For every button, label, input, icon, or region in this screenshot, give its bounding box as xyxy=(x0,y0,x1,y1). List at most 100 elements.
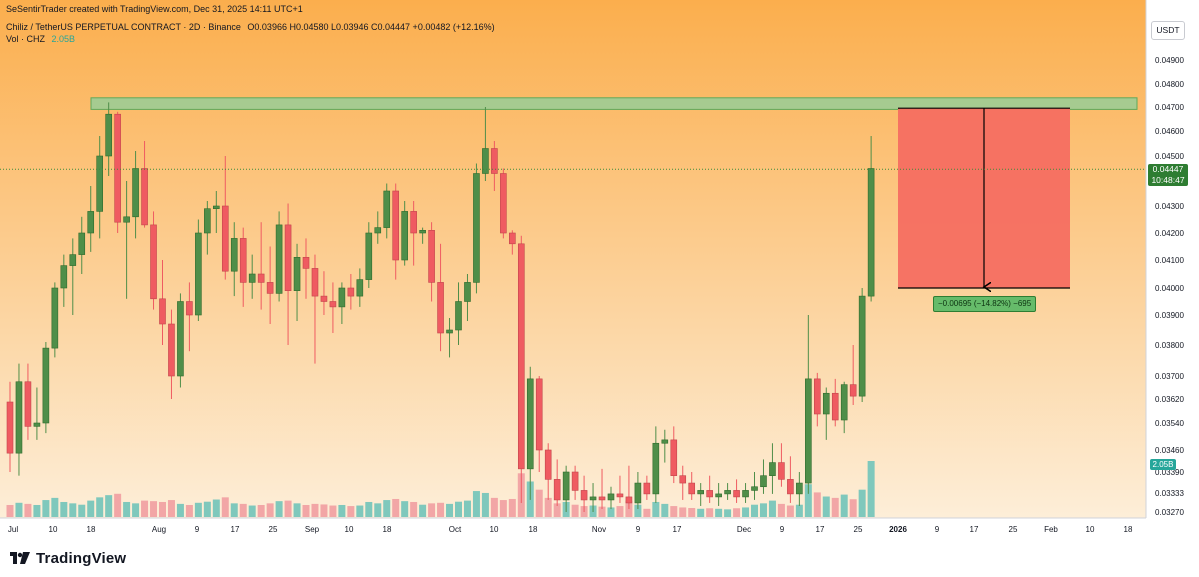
candle-body[interactable] xyxy=(652,442,660,495)
candle-body[interactable] xyxy=(455,301,462,331)
candle-body[interactable] xyxy=(311,268,319,297)
candle-body[interactable] xyxy=(257,273,265,283)
candle-body[interactable] xyxy=(168,323,175,377)
candle-body[interactable] xyxy=(392,190,400,261)
candle-body[interactable] xyxy=(526,378,534,470)
candle-body[interactable] xyxy=(544,449,552,480)
candle-body[interactable] xyxy=(831,392,839,421)
candle-body[interactable] xyxy=(302,256,310,269)
candle-body[interactable] xyxy=(410,211,417,234)
candle-body[interactable] xyxy=(509,232,516,245)
candle-body[interactable] xyxy=(813,378,821,415)
resistance-zone[interactable] xyxy=(90,97,1138,110)
candle-body[interactable] xyxy=(428,230,435,283)
candle-body[interactable] xyxy=(535,378,543,451)
candle-body[interactable] xyxy=(849,384,857,397)
candle-body[interactable] xyxy=(616,493,624,498)
candle-body[interactable] xyxy=(805,378,812,484)
candle-body[interactable] xyxy=(553,479,561,501)
candle-body[interactable] xyxy=(571,471,579,491)
candle-body[interactable] xyxy=(275,224,283,294)
candle-body[interactable] xyxy=(437,282,444,334)
candle-body[interactable] xyxy=(105,113,112,157)
candle-body[interactable] xyxy=(123,216,130,223)
candle-body[interactable] xyxy=(778,462,785,480)
candle-body[interactable] xyxy=(769,462,776,476)
candle-body[interactable] xyxy=(213,205,220,209)
candle-body[interactable] xyxy=(24,381,32,427)
candle-body[interactable] xyxy=(195,232,202,316)
candle-body[interactable] xyxy=(374,227,382,234)
candle-body[interactable] xyxy=(822,392,830,415)
candle-body[interactable] xyxy=(634,482,642,504)
candle-body[interactable] xyxy=(33,422,41,427)
candle-body[interactable] xyxy=(42,347,50,424)
candle-body[interactable] xyxy=(51,287,59,349)
candle-body[interactable] xyxy=(796,482,803,495)
candle-body[interactable] xyxy=(715,493,722,498)
candle-body[interactable] xyxy=(338,287,346,308)
candle-body[interactable] xyxy=(446,329,453,334)
candle-body[interactable] xyxy=(284,224,292,291)
chart-canvas[interactable]: 0.04900 0.04800 0.04700 0.04600 0.04500 0.043… xyxy=(0,0,1199,544)
candle-body[interactable] xyxy=(473,173,480,283)
candle-body[interactable] xyxy=(96,155,103,212)
candle-body[interactable] xyxy=(643,482,651,495)
candle-body[interactable] xyxy=(858,295,866,397)
candle-body[interactable] xyxy=(356,279,364,297)
currency-button[interactable]: USDT xyxy=(1151,21,1185,40)
candle-body[interactable] xyxy=(517,243,525,470)
candle-body[interactable] xyxy=(60,265,68,289)
candle-body[interactable] xyxy=(78,232,86,255)
candle-body[interactable] xyxy=(751,486,758,491)
candle-body[interactable] xyxy=(177,301,184,377)
candle-body[interactable] xyxy=(320,295,328,302)
candle-body[interactable] xyxy=(464,282,471,302)
candle-body[interactable] xyxy=(347,287,355,297)
candle-body[interactable] xyxy=(383,190,391,228)
candle-body[interactable] xyxy=(239,238,247,283)
candle-body[interactable] xyxy=(293,256,301,291)
candle-body[interactable] xyxy=(141,168,148,226)
candle-body[interactable] xyxy=(706,490,713,498)
candle-body[interactable] xyxy=(625,496,633,504)
candle-body[interactable] xyxy=(607,493,615,501)
candle-body[interactable] xyxy=(482,148,489,174)
candle-body[interactable] xyxy=(87,211,95,234)
candle-body[interactable] xyxy=(150,224,157,300)
candle-body[interactable] xyxy=(679,475,687,484)
candle-body[interactable] xyxy=(697,490,704,495)
candle-body[interactable] xyxy=(500,173,507,234)
volume-legend-label[interactable]: Vol · CHZ xyxy=(6,34,46,44)
candle-body[interactable] xyxy=(670,439,678,476)
candle-body[interactable] xyxy=(69,254,77,266)
candle-body[interactable] xyxy=(787,479,794,495)
candle-body[interactable] xyxy=(562,471,570,501)
candle-body[interactable] xyxy=(760,475,767,488)
candle-body[interactable] xyxy=(840,384,848,421)
candle-body[interactable] xyxy=(248,273,256,283)
candle-body[interactable] xyxy=(132,168,139,218)
candle-body[interactable] xyxy=(724,490,731,495)
symbol-title[interactable]: Chiliz / TetherUS PERPETUAL CONTRACT · 2… xyxy=(6,22,241,32)
candle-body[interactable] xyxy=(598,496,606,501)
candle-body[interactable] xyxy=(221,205,229,272)
candle-body[interactable] xyxy=(419,230,426,234)
candle-body[interactable] xyxy=(15,381,23,454)
candle-body[interactable] xyxy=(6,401,14,454)
price-range-label[interactable]: −0.00695 (−14.82%) −695 xyxy=(933,296,1037,312)
candle-body[interactable] xyxy=(365,232,373,280)
candle-body[interactable] xyxy=(742,490,749,498)
candle-body[interactable] xyxy=(491,148,498,174)
candle-body[interactable] xyxy=(580,490,588,501)
candle-body[interactable] xyxy=(204,208,211,234)
candle-body[interactable] xyxy=(114,113,121,223)
candle-body[interactable] xyxy=(589,496,597,501)
candle-body[interactable] xyxy=(186,301,193,316)
candle-body[interactable] xyxy=(266,282,274,294)
candle-body[interactable] xyxy=(688,482,696,495)
candle-body[interactable] xyxy=(329,301,337,308)
candle-body[interactable] xyxy=(401,211,408,261)
candle-body[interactable] xyxy=(661,439,669,444)
candle-body[interactable] xyxy=(867,168,875,297)
